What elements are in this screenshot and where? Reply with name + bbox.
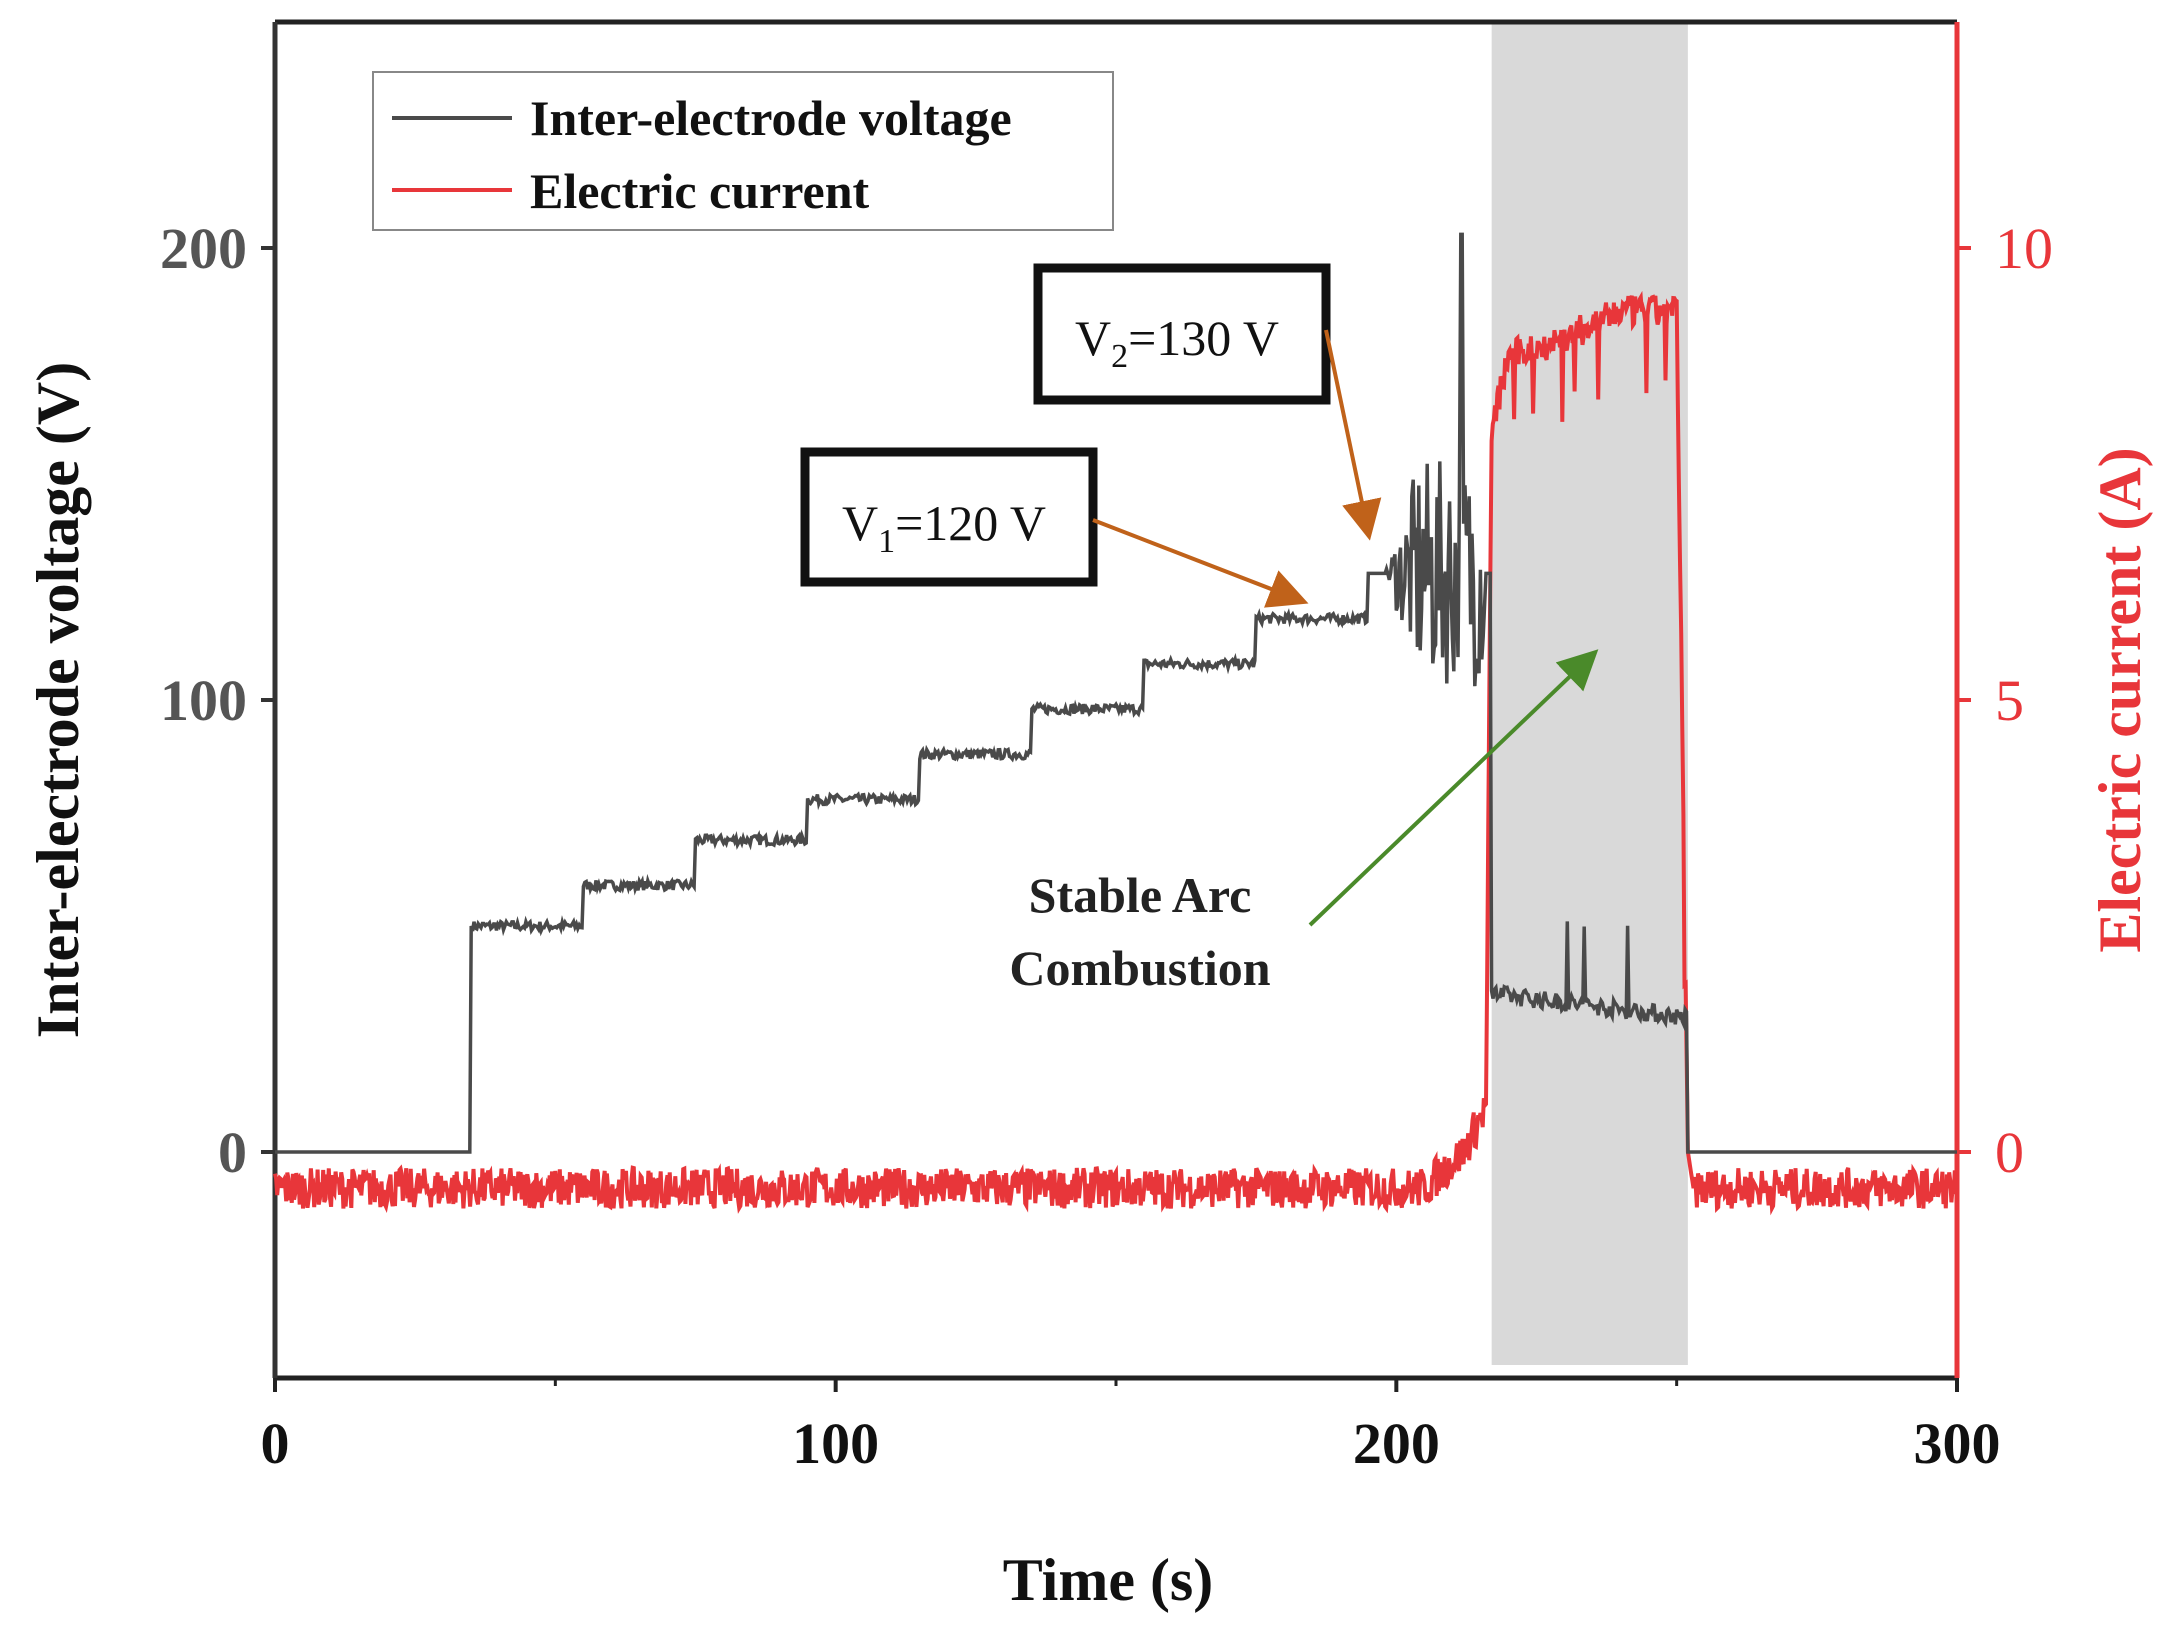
annotation-stable-arc-line2: Combustion [1009, 940, 1270, 996]
annotation-v1-arrow [1092, 518, 1309, 608]
y-tick-label: 100 [160, 668, 247, 733]
legend-label-current: Electric current [530, 163, 870, 219]
y2-tick-label: 0 [1995, 1120, 2024, 1185]
x-tick-label: 0 [261, 1411, 290, 1476]
x-tick-label: 100 [792, 1411, 879, 1476]
legend: Inter-electrode voltage Electric current [372, 71, 1114, 231]
left-y-axis-label: Inter-electrode voltage (V) [25, 362, 91, 1038]
annotation-stable-arc-line1: Stable Arc [1029, 867, 1252, 923]
right-y-axis-label: Electric current (A) [2087, 447, 2153, 952]
voltage-series-line [275, 232, 1957, 1154]
x-tick-label: 300 [1914, 1411, 2001, 1476]
annotation-stable-arc: Stable Arc Combustion [1009, 649, 1599, 996]
annotation-v1-box [800, 447, 1098, 587]
current-series-line [273, 290, 1959, 1216]
annotation-v2-box [1033, 263, 1331, 405]
annotation-v2-arrow [1324, 329, 1382, 541]
y-tick-label: 0 [218, 1120, 247, 1185]
annotation-v1-text: V1=120 V [842, 495, 1046, 560]
stable-arc-shaded-region [1491, 22, 1688, 1365]
x-axis-label: Time (s) [1003, 1547, 1214, 1613]
y2-tick-label: 5 [1995, 668, 2024, 733]
annotation-v2: V2=130 V [1033, 263, 1382, 541]
annotation-stable-arc-arrow [1308, 649, 1599, 927]
y-tick-label: 200 [160, 216, 247, 281]
annotation-v2-text: V2=130 V [1075, 310, 1279, 375]
x-tick-label: 200 [1353, 1411, 1440, 1476]
legend-box [372, 71, 1114, 231]
y2-tick-label: 10 [1995, 216, 2053, 281]
legend-label-voltage: Inter-electrode voltage [530, 90, 1012, 146]
annotation-v1: V1=120 V [800, 447, 1309, 608]
